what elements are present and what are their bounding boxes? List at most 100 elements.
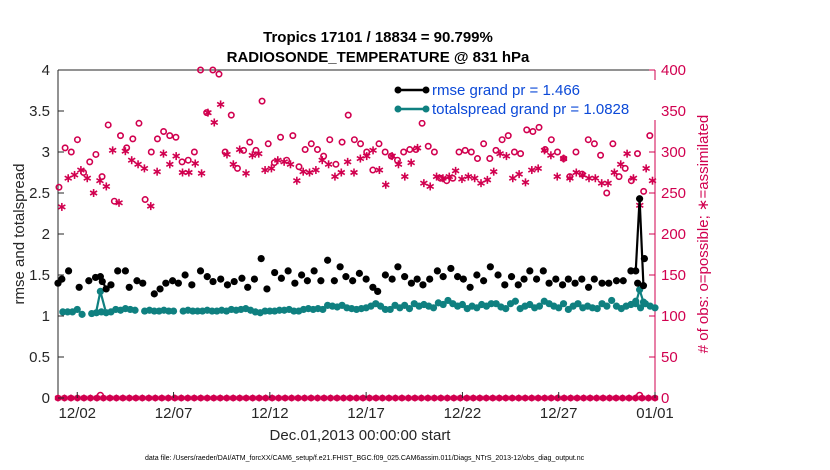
- rmse-point: [238, 274, 246, 282]
- obs-assimilated-point: [439, 174, 447, 183]
- y-tick-label-right: 0: [661, 390, 669, 407]
- rmse-point: [121, 267, 130, 275]
- obs-assimilated-point: [610, 168, 619, 177]
- obs-assimilated-stroke: [197, 170, 206, 177]
- obs-assimilated-stroke: [546, 152, 555, 158]
- obs-assimilated-stroke: [375, 167, 384, 173]
- obs-assimilated-stroke: [153, 168, 162, 175]
- rmse-point: [168, 277, 177, 285]
- obs-assimilated-stroke: [572, 169, 581, 176]
- rmse-point: [174, 279, 182, 287]
- rmse-point: [486, 263, 494, 271]
- y-tick-label-left: 0: [42, 390, 50, 407]
- obs-assimilated-stroke: [400, 173, 409, 180]
- obs-assimilated-stroke: [102, 183, 111, 190]
- obs-assimilated-stroke: [140, 165, 149, 172]
- obs-possible-point: [141, 196, 149, 204]
- obs-assimilated-point: [388, 152, 397, 161]
- rmse-point: [102, 285, 110, 293]
- spread-point: [96, 287, 104, 295]
- obs-assimilated-point: [64, 174, 73, 183]
- obs-possible-point: [449, 174, 457, 182]
- obs-assimilated-stroke: [267, 165, 276, 172]
- obs-possible-point: [301, 146, 309, 154]
- rmse-point: [507, 273, 516, 281]
- y-tick-label-left: 2: [42, 226, 50, 243]
- obs-assimilated-point: [413, 143, 422, 152]
- y-tick-label-left: 1.5: [29, 267, 50, 284]
- obs-assimilated-series: [57, 100, 657, 211]
- obs-assimilated-stroke: [439, 175, 447, 181]
- rmse-point: [480, 277, 488, 285]
- rmse-series: [54, 195, 649, 298]
- obs-possible-point: [572, 148, 580, 156]
- rmse-point: [271, 268, 279, 277]
- obs-assimilated-stroke: [527, 167, 536, 173]
- obs-assimilated-stroke: [559, 155, 568, 162]
- obs-possible-point: [55, 183, 63, 191]
- obs-assimilated-stroke: [432, 173, 441, 180]
- spread-point: [386, 305, 394, 314]
- rmse-point: [466, 283, 474, 291]
- rmse-point: [454, 273, 462, 281]
- legend-rmse-marker-a: [394, 86, 402, 94]
- rmse-point: [369, 283, 377, 291]
- obs-assimilated-point: [534, 164, 543, 173]
- totalspread-series: [59, 285, 659, 318]
- obs-possible-point: [529, 128, 537, 136]
- obs-assimilated-point: [369, 146, 377, 155]
- obs-assimilated-point: [597, 179, 606, 188]
- chart-title-line1: Tropics 17101 / 18834 = 90.799%: [263, 29, 493, 46]
- spread-point: [636, 304, 645, 312]
- obs-possible-point: [492, 146, 500, 154]
- y-tick-label-right: 50: [661, 349, 678, 366]
- rmse-point: [244, 283, 252, 291]
- spread-point: [559, 300, 568, 308]
- y-tick-label-right: 250: [661, 185, 686, 202]
- rmse-point: [203, 273, 211, 281]
- spread-point: [169, 307, 178, 315]
- obs-possible-point: [61, 144, 69, 152]
- obs-assimilated-point: [184, 168, 193, 177]
- obs-assimilated-point: [445, 172, 454, 181]
- x-tick-label: 12/12: [251, 405, 289, 422]
- obs-possible-point: [504, 132, 512, 140]
- zero-bump: [96, 391, 105, 400]
- obs-assimilated-stroke: [159, 150, 168, 157]
- obs-possible-point: [172, 133, 180, 141]
- rmse-point: [545, 279, 553, 287]
- rmse-point: [584, 283, 593, 291]
- obs-possible-point: [498, 136, 506, 144]
- obs-assimilated-point: [134, 160, 142, 169]
- obs-assimilated-stroke: [616, 161, 625, 167]
- obs-assimilated-point: [629, 174, 638, 183]
- obs-possible-point: [646, 132, 654, 140]
- rmse-point: [394, 263, 402, 271]
- rmse-point: [532, 275, 541, 283]
- obs-assimilated-point: [419, 179, 428, 188]
- rmse-point: [612, 277, 621, 285]
- x-axis-label: Dec.01,2013 00:00:00 start: [270, 427, 452, 444]
- obs-assimilated-stroke: [502, 153, 511, 159]
- obs-assimilated-point: [108, 146, 117, 155]
- obs-assimilated-point: [261, 166, 269, 175]
- obs-assimilated-point: [229, 160, 238, 169]
- obs-possible-point: [135, 119, 143, 127]
- obs-assimilated-stroke: [451, 168, 460, 174]
- obs-assimilated-stroke: [146, 203, 155, 209]
- obs-assimilated-point: [216, 100, 225, 109]
- obs-assimilated-point: [489, 167, 498, 176]
- obs-assimilated-point: [508, 174, 517, 183]
- rmse-point: [336, 263, 344, 271]
- obs-possible-point: [153, 135, 161, 143]
- obs-assimilated-stroke: [134, 161, 142, 167]
- obs-possible-point: [430, 148, 438, 156]
- obs-assimilated-point: [280, 157, 289, 166]
- rmse-point: [571, 279, 579, 287]
- obs-assimilated-stroke: [57, 204, 66, 210]
- spread-point: [319, 305, 327, 314]
- obs-possible-point: [584, 136, 592, 144]
- obs-assimilated-point: [197, 169, 206, 178]
- spread-point: [632, 300, 640, 308]
- obs-assimilated-point: [172, 152, 181, 161]
